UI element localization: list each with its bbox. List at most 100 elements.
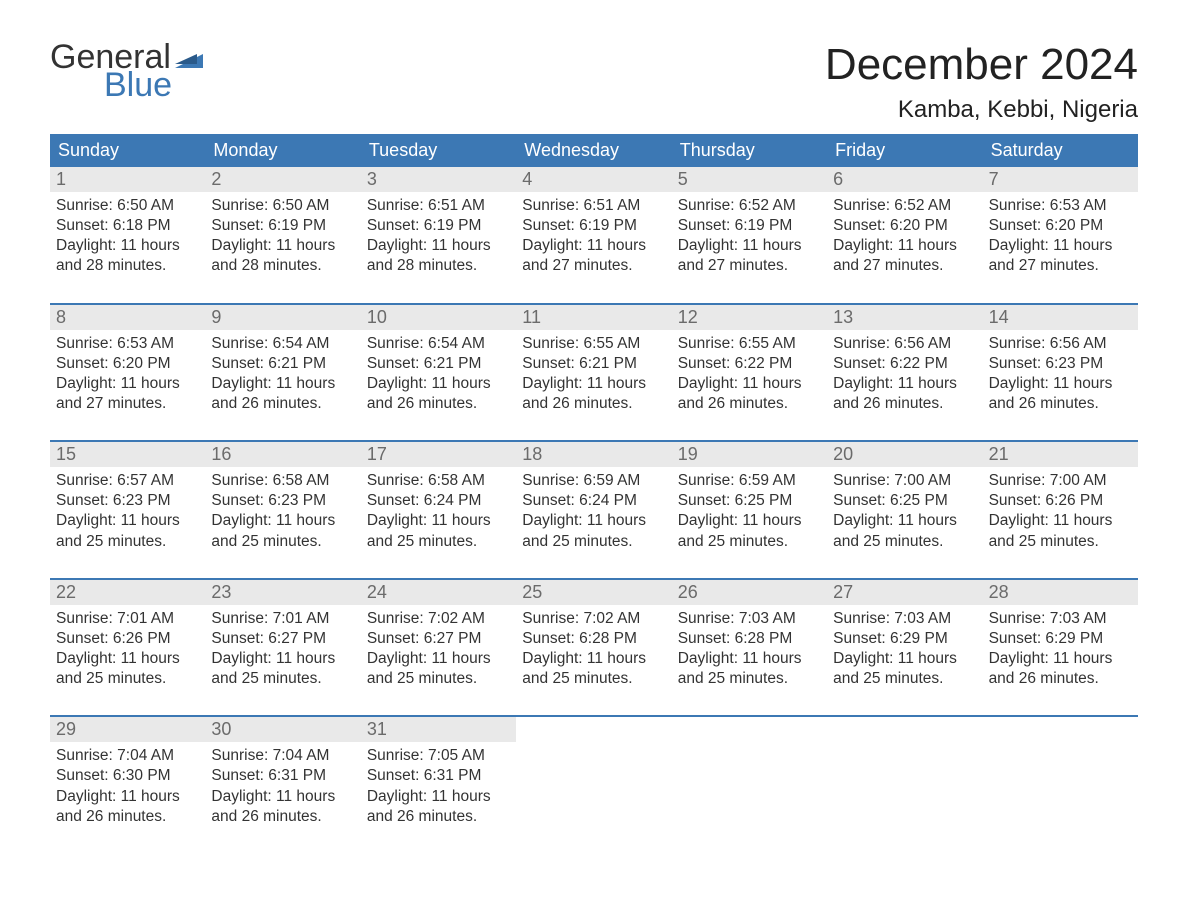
dow-wednesday: Wednesday bbox=[516, 134, 671, 167]
calendar-day: 10Sunrise: 6:54 AMSunset: 6:21 PMDayligh… bbox=[361, 305, 516, 423]
sunrise-line: Sunrise: 6:54 AM bbox=[367, 334, 510, 354]
calendar-day: 13Sunrise: 6:56 AMSunset: 6:22 PMDayligh… bbox=[827, 305, 982, 423]
day-number: 24 bbox=[361, 580, 516, 605]
sunset-line: Sunset: 6:23 PM bbox=[989, 354, 1132, 374]
day-number: 27 bbox=[827, 580, 982, 605]
sunrise-line: Sunrise: 7:05 AM bbox=[367, 746, 510, 766]
calendar-day: 21Sunrise: 7:00 AMSunset: 6:26 PMDayligh… bbox=[983, 442, 1138, 560]
calendar-day: 27 Sunrise: 7:03 AMSunset: 6:29 PMDayligh… bbox=[827, 580, 982, 698]
day-details: Sunrise: 6:53 AMSunset: 6:20 PMDaylight:… bbox=[983, 192, 1138, 277]
sunset-line: Sunset: 6:31 PM bbox=[211, 766, 354, 786]
day-number: 2 bbox=[205, 167, 360, 192]
day-number: 5 bbox=[672, 167, 827, 192]
day-details: Sunrise: 6:50 AMSunset: 6:19 PMDaylight:… bbox=[205, 192, 360, 277]
dow-friday: Friday bbox=[827, 134, 982, 167]
calendar-day: 12Sunrise: 6:55 AMSunset: 6:22 PMDayligh… bbox=[672, 305, 827, 423]
sunrise-line: Sunrise: 6:55 AM bbox=[522, 334, 665, 354]
calendar-week: 29Sunrise: 7:04 AMSunset: 6:30 PMDayligh… bbox=[50, 715, 1138, 835]
day-number: 4 bbox=[516, 167, 671, 192]
sunset-line: Sunset: 6:27 PM bbox=[367, 629, 510, 649]
daylight-line: Daylight: 11 hours and 25 minutes. bbox=[211, 649, 354, 689]
daylight-line: Daylight: 11 hours and 27 minutes. bbox=[833, 236, 976, 276]
sunset-line: Sunset: 6:24 PM bbox=[367, 491, 510, 511]
daylight-line: Daylight: 11 hours and 26 minutes. bbox=[833, 374, 976, 414]
daylight-line: Daylight: 11 hours and 28 minutes. bbox=[367, 236, 510, 276]
calendar-day: 1Sunrise: 6:50 AMSunset: 6:18 PMDaylight… bbox=[50, 167, 205, 285]
day-number: 9 bbox=[205, 305, 360, 330]
day-number: 23 bbox=[205, 580, 360, 605]
location-subtitle: Kamba, Kebbi, Nigeria bbox=[825, 96, 1138, 124]
calendar-day: 4Sunrise: 6:51 AMSunset: 6:19 PMDaylight… bbox=[516, 167, 671, 285]
sunrise-line: Sunrise: 6:52 AM bbox=[833, 196, 976, 216]
daylight-line: Daylight: 11 hours and 26 minutes. bbox=[367, 787, 510, 827]
day-details: Sunrise: 6:51 AMSunset: 6:19 PMDaylight:… bbox=[516, 192, 671, 277]
sunrise-line: Sunrise: 6:51 AM bbox=[522, 196, 665, 216]
sunset-line: Sunset: 6:18 PM bbox=[56, 216, 199, 236]
daylight-line: Daylight: 11 hours and 25 minutes. bbox=[678, 649, 821, 689]
daylight-line: Daylight: 11 hours and 25 minutes. bbox=[833, 649, 976, 689]
sunset-line: Sunset: 6:22 PM bbox=[833, 354, 976, 374]
sunrise-line: Sunrise: 6:50 AM bbox=[211, 196, 354, 216]
dow-tuesday: Tuesday bbox=[361, 134, 516, 167]
day-number: 18 bbox=[516, 442, 671, 467]
sunrise-line: Sunrise: 7:03 AM bbox=[678, 609, 821, 629]
daylight-line: Daylight: 11 hours and 25 minutes. bbox=[56, 511, 199, 551]
day-details: Sunrise: 6:54 AMSunset: 6:21 PMDaylight:… bbox=[361, 330, 516, 415]
sunset-line: Sunset: 6:23 PM bbox=[56, 491, 199, 511]
page: General Blue December 2024 Kamba, Kebbi,… bbox=[0, 0, 1188, 895]
day-number: 22 bbox=[50, 580, 205, 605]
sunset-line: Sunset: 6:29 PM bbox=[833, 629, 976, 649]
brand-flag-icon bbox=[175, 50, 203, 68]
sunrise-line: Sunrise: 7:03 AM bbox=[833, 609, 976, 629]
sunrise-line: Sunrise: 7:01 AM bbox=[211, 609, 354, 629]
daylight-line: Daylight: 11 hours and 26 minutes. bbox=[211, 374, 354, 414]
day-number: 26 bbox=[672, 580, 827, 605]
sunset-line: Sunset: 6:27 PM bbox=[211, 629, 354, 649]
day-details: Sunrise: 6:59 AMSunset: 6:24 PMDaylight:… bbox=[516, 467, 671, 552]
daylight-line: Daylight: 11 hours and 27 minutes. bbox=[56, 374, 199, 414]
daylight-line: Daylight: 11 hours and 26 minutes. bbox=[367, 374, 510, 414]
calendar-day: 2Sunrise: 6:50 AMSunset: 6:19 PMDaylight… bbox=[205, 167, 360, 285]
calendar-day: 25Sunrise: 7:02 AMSunset: 6:28 PMDayligh… bbox=[516, 580, 671, 698]
title-block: December 2024 Kamba, Kebbi, Nigeria bbox=[825, 40, 1138, 124]
sunrise-line: Sunrise: 6:50 AM bbox=[56, 196, 199, 216]
sunset-line: Sunset: 6:30 PM bbox=[56, 766, 199, 786]
day-details: Sunrise: 7:00 AMSunset: 6:26 PMDaylight:… bbox=[983, 467, 1138, 552]
daylight-line: Daylight: 11 hours and 25 minutes. bbox=[522, 511, 665, 551]
day-details: Sunrise: 6:51 AMSunset: 6:19 PMDaylight:… bbox=[361, 192, 516, 277]
sunset-line: Sunset: 6:19 PM bbox=[522, 216, 665, 236]
sunrise-line: Sunrise: 6:53 AM bbox=[56, 334, 199, 354]
day-details: Sunrise: 6:56 AMSunset: 6:22 PMDaylight:… bbox=[827, 330, 982, 415]
brand-logo: General Blue bbox=[50, 40, 203, 102]
sunset-line: Sunset: 6:26 PM bbox=[989, 491, 1132, 511]
sunrise-line: Sunrise: 6:54 AM bbox=[211, 334, 354, 354]
calendar-week: 1Sunrise: 6:50 AMSunset: 6:18 PMDaylight… bbox=[50, 167, 1138, 285]
day-number: 21 bbox=[983, 442, 1138, 467]
calendar-day: 8Sunrise: 6:53 AMSunset: 6:20 PMDaylight… bbox=[50, 305, 205, 423]
dow-monday: Monday bbox=[205, 134, 360, 167]
sunrise-line: Sunrise: 6:52 AM bbox=[678, 196, 821, 216]
day-number: 14 bbox=[983, 305, 1138, 330]
calendar-day: . bbox=[827, 717, 982, 835]
day-details: Sunrise: 7:04 AMSunset: 6:30 PMDaylight:… bbox=[50, 742, 205, 827]
sunrise-line: Sunrise: 6:59 AM bbox=[678, 471, 821, 491]
calendar-week: 22Sunrise: 7:01 AMSunset: 6:26 PMDayligh… bbox=[50, 578, 1138, 698]
day-number: 12 bbox=[672, 305, 827, 330]
daylight-line: Daylight: 11 hours and 27 minutes. bbox=[522, 236, 665, 276]
dow-thursday: Thursday bbox=[672, 134, 827, 167]
sunrise-line: Sunrise: 7:02 AM bbox=[367, 609, 510, 629]
day-details: Sunrise: 6:50 AMSunset: 6:18 PMDaylight:… bbox=[50, 192, 205, 277]
day-number: 8 bbox=[50, 305, 205, 330]
sunset-line: Sunset: 6:28 PM bbox=[678, 629, 821, 649]
day-details: Sunrise: 7:02 AMSunset: 6:28 PMDaylight:… bbox=[516, 605, 671, 690]
day-number: 29 bbox=[50, 717, 205, 742]
sunrise-line: Sunrise: 6:57 AM bbox=[56, 471, 199, 491]
daylight-line: Daylight: 11 hours and 27 minutes. bbox=[989, 236, 1132, 276]
sunset-line: Sunset: 6:28 PM bbox=[522, 629, 665, 649]
day-details: Sunrise: 6:54 AMSunset: 6:21 PMDaylight:… bbox=[205, 330, 360, 415]
calendar-day: 26 Sunrise: 7:03 AMSunset: 6:28 PMDayligh… bbox=[672, 580, 827, 698]
header-row: General Blue December 2024 Kamba, Kebbi,… bbox=[50, 40, 1138, 124]
sunrise-line: Sunrise: 7:02 AM bbox=[522, 609, 665, 629]
sunset-line: Sunset: 6:31 PM bbox=[367, 766, 510, 786]
calendar-day: 15Sunrise: 6:57 AMSunset: 6:23 PMDayligh… bbox=[50, 442, 205, 560]
